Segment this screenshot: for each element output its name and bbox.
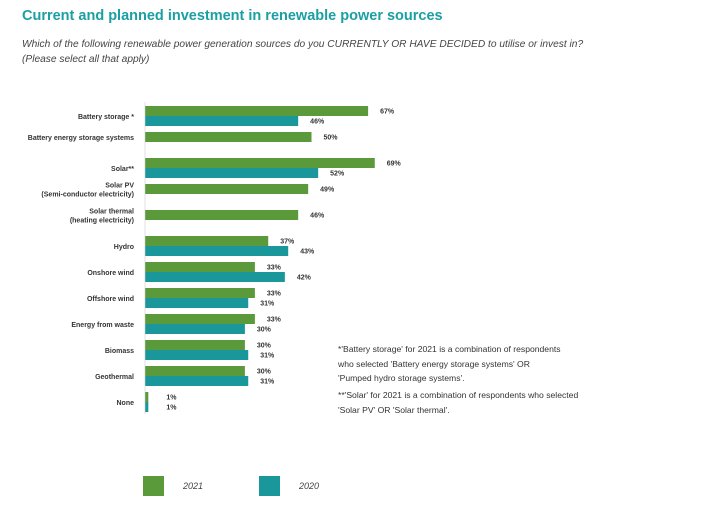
data-label: 31% <box>260 301 275 308</box>
category-label: None <box>117 400 135 407</box>
bar-2021 <box>145 236 269 246</box>
category-label: Onshore wind <box>87 270 134 277</box>
footnote-battery-line: *'Battery storage' for 2021 is a combina… <box>338 344 561 354</box>
data-label: 1% <box>166 405 177 412</box>
data-label: 67% <box>380 109 395 116</box>
data-label: 30% <box>257 369 272 376</box>
footnote-solar-line: **'Solar' for 2021 is a combination of r… <box>338 390 579 400</box>
data-label: 33% <box>267 291 282 298</box>
bar-2021 <box>145 288 255 298</box>
data-label: 33% <box>267 317 282 324</box>
bar-2020 <box>145 376 249 386</box>
bar-2021 <box>145 340 245 350</box>
survey-question: Which of the following renewable power g… <box>22 37 642 67</box>
bar-2020 <box>145 350 249 360</box>
data-label: 43% <box>300 249 315 256</box>
data-label: 33% <box>267 265 282 272</box>
bar-2021 <box>145 366 245 376</box>
category-label: Energy from waste <box>71 322 134 329</box>
bar-2021 <box>145 106 369 116</box>
category-label: Biomass <box>105 348 134 355</box>
bar-2020 <box>145 116 299 126</box>
chart-title: Current and planned investment in renewa… <box>22 8 443 24</box>
bar-2021 <box>145 314 255 324</box>
category-label: (heating electricity) <box>70 218 134 225</box>
data-label: 50% <box>324 135 339 142</box>
question-text: Which of the following renewable power g… <box>22 39 584 50</box>
footnote-battery-line: who selected 'Battery energy storage sys… <box>338 358 530 369</box>
category-label: Offshore wind <box>87 296 134 303</box>
data-label: 31% <box>260 353 275 360</box>
data-label: 37% <box>280 239 295 246</box>
bar-2021 <box>145 158 375 168</box>
bar-2021 <box>145 262 255 272</box>
data-label: 42% <box>297 275 312 282</box>
bar-2021 <box>145 210 299 220</box>
bar-2021 <box>145 392 149 402</box>
data-label: 49% <box>320 187 335 194</box>
legend-label-2021: 2021 <box>183 481 204 491</box>
legend-label-2020: 2020 <box>299 481 320 491</box>
category-label: Hydro <box>114 244 134 251</box>
data-label: 52% <box>330 171 345 178</box>
category-label: Solar** <box>111 166 134 173</box>
category-label: (Semi-conductor electricity) <box>41 192 134 199</box>
bar-2020 <box>145 324 245 334</box>
category-label: Battery storage * <box>78 114 134 121</box>
data-label: 30% <box>257 327 272 334</box>
footnote-battery: *'Battery storage' for 2021 is a combina… <box>338 342 628 386</box>
bar-2021 <box>145 132 312 142</box>
footnote-solar-line: 'Solar PV' OR 'Solar thermal'. <box>338 404 450 415</box>
data-label: 46% <box>310 213 325 220</box>
bar-2020 <box>145 298 249 308</box>
category-label: Solar PV <box>105 183 134 190</box>
bar-2020 <box>145 272 285 282</box>
data-label: 69% <box>387 161 402 168</box>
footnote-battery-line: 'Pumped hydro storage systems'. <box>338 373 465 383</box>
bar-2021 <box>145 184 309 194</box>
category-label: Geothermal <box>95 374 134 381</box>
data-label: 30% <box>257 343 272 350</box>
question-instruction: (Please select all that apply) <box>22 54 150 65</box>
data-label: 46% <box>310 119 325 126</box>
footnote-solar: **'Solar' for 2021 is a combination of r… <box>338 388 628 417</box>
legend-swatch-2021 <box>143 476 164 496</box>
bar-2020 <box>145 246 289 256</box>
category-label: Battery energy storage systems <box>28 135 134 142</box>
legend-swatch-2020 <box>259 476 280 496</box>
bar-2020 <box>145 168 319 178</box>
data-label: 1% <box>166 395 177 402</box>
data-label: 31% <box>260 379 275 386</box>
category-label: Solar thermal <box>89 209 134 216</box>
bar-2020 <box>145 402 149 412</box>
